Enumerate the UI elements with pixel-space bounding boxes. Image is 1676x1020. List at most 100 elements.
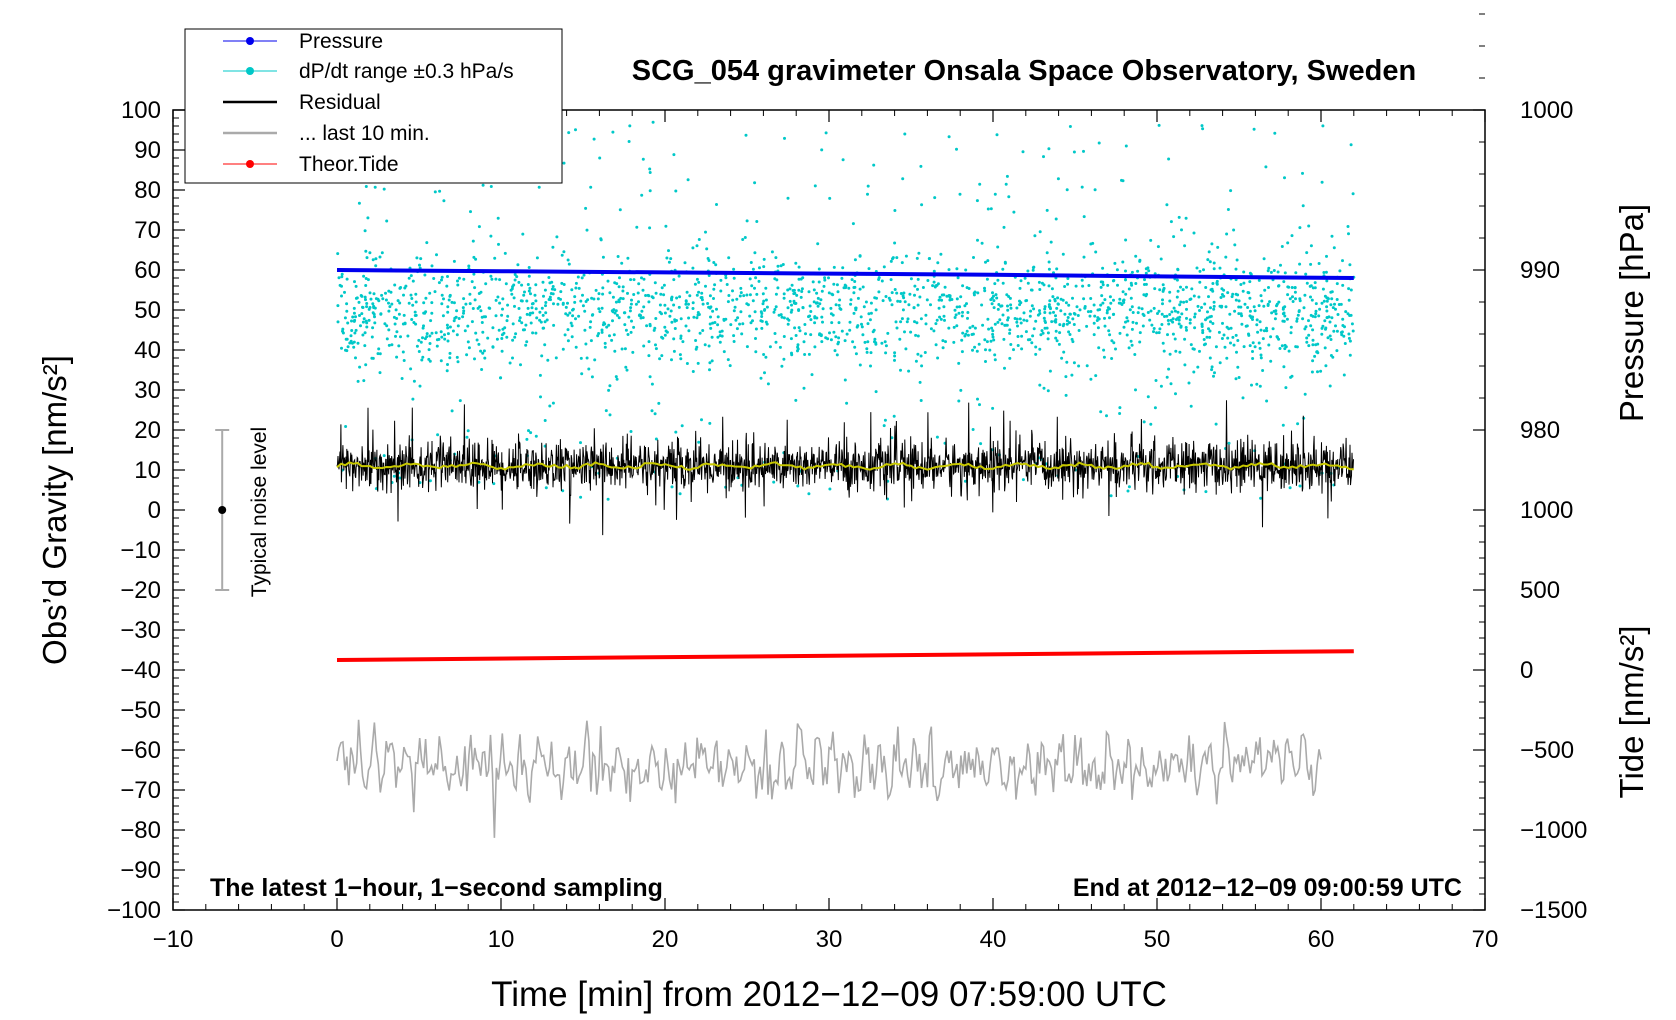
dpdt-point — [1321, 287, 1325, 291]
dpdt-point — [350, 329, 354, 332]
dpdt-point — [544, 311, 548, 315]
dpdt-point — [1064, 375, 1068, 379]
dpdt-point — [1047, 267, 1051, 271]
dpdt-point — [666, 307, 670, 311]
pressure-line — [336, 268, 1354, 280]
dpdt-point — [1325, 254, 1328, 258]
dpdt-point — [1062, 350, 1066, 354]
dpdt-point — [1210, 368, 1214, 372]
dpdt-point — [759, 376, 763, 380]
dpdt-point — [551, 401, 555, 405]
dpdt-point — [1220, 337, 1224, 340]
dpdt-point — [1239, 283, 1243, 286]
dpdt-point — [716, 335, 720, 339]
dpdt-point — [1339, 302, 1343, 306]
dpdt-point — [512, 283, 516, 287]
dpdt-point — [1298, 299, 1302, 303]
dpdt-point — [352, 345, 356, 349]
dpdt-point — [1253, 345, 1257, 349]
dpdt-point — [553, 288, 557, 292]
dpdt-point — [1318, 307, 1322, 311]
dpdt-point — [477, 225, 481, 229]
dpdt-point — [745, 293, 749, 297]
dpdt-point — [936, 261, 940, 265]
dpdt-point — [456, 324, 460, 328]
dpdt-point — [1038, 230, 1042, 234]
dpdt-point — [1214, 422, 1218, 426]
dpdt-point — [890, 303, 894, 307]
dpdt-point — [1231, 292, 1235, 296]
annotation-sampling: The latest 1−hour, 1−second sampling — [210, 874, 663, 902]
dpdt-point — [904, 254, 908, 258]
dpdt-point — [352, 319, 356, 323]
dpdt-point — [851, 340, 855, 344]
dpdt-point — [338, 283, 342, 287]
dpdt-point — [494, 277, 498, 281]
dpdt-point — [1077, 364, 1081, 368]
dpdt-point — [1053, 297, 1057, 301]
dpdt-point — [1226, 336, 1230, 340]
dpdt-point — [824, 131, 828, 135]
dpdt-point — [1124, 292, 1128, 296]
dpdt-point — [908, 292, 912, 296]
legend-last10-label: ... last 10 min. — [299, 122, 430, 145]
dpdt-point — [708, 294, 712, 298]
dpdt-point — [394, 308, 398, 312]
dpdt-point — [412, 321, 416, 324]
dpdt-point — [543, 288, 547, 292]
dpdt-point — [735, 327, 739, 331]
dpdt-point — [344, 337, 348, 341]
dpdt-point — [500, 349, 504, 353]
dpdt-point — [1224, 255, 1228, 259]
dpdt-point — [428, 342, 432, 345]
dpdt-point — [1180, 312, 1184, 316]
dpdt-point — [796, 349, 799, 353]
dpdt-point — [1009, 343, 1013, 346]
dpdt-point — [1020, 334, 1024, 338]
dpdt-point — [872, 163, 876, 167]
dpdt-point — [473, 298, 477, 302]
dpdt-point — [1026, 338, 1030, 342]
dpdt-point — [966, 311, 970, 314]
dpdt-point — [456, 283, 460, 287]
dpdt-point — [581, 304, 585, 308]
dpdt-point — [1002, 225, 1006, 229]
dpdt-point — [840, 329, 844, 333]
dpdt-point — [1092, 333, 1096, 337]
dpdt-point — [1280, 344, 1284, 348]
dpdt-point — [1240, 322, 1244, 326]
dpdt-point — [382, 454, 386, 458]
dpdt-point — [654, 347, 658, 351]
dpdt-point — [750, 284, 754, 288]
dpdt-point — [1322, 271, 1326, 274]
dpdt-point — [364, 298, 367, 302]
dpdt-point — [369, 297, 373, 301]
dpdt-point — [670, 358, 673, 362]
dpdt-point — [772, 480, 776, 484]
dpdt-point — [874, 342, 878, 346]
dpdt-point — [352, 311, 356, 315]
dpdt-point — [701, 302, 705, 306]
dpdt-point — [726, 358, 730, 362]
dpdt-point — [1234, 377, 1238, 381]
dpdt-point — [635, 225, 639, 229]
dpdt-point — [782, 292, 786, 296]
dpdt-point — [983, 338, 987, 342]
dpdt-point — [919, 317, 923, 321]
dpdt-point — [1008, 296, 1012, 300]
dpdt-point — [1032, 265, 1036, 269]
dpdt-point — [796, 345, 800, 349]
dpdt-point — [1331, 306, 1335, 310]
dpdt-point — [1185, 316, 1188, 320]
dpdt-point — [1334, 324, 1337, 328]
dpdt-point — [812, 288, 816, 292]
dpdt-point — [549, 292, 553, 295]
dpdt-point — [647, 300, 651, 304]
dpdt-point — [1043, 307, 1047, 311]
dpdt-point — [583, 328, 587, 332]
dpdt-point — [614, 309, 618, 313]
dpdt-point — [1283, 176, 1286, 180]
legend: Pressure dP/dt range ±0.3 hPa/s Residual… — [184, 28, 563, 184]
dpdt-point — [1197, 295, 1201, 299]
dpdt-point — [959, 388, 963, 392]
